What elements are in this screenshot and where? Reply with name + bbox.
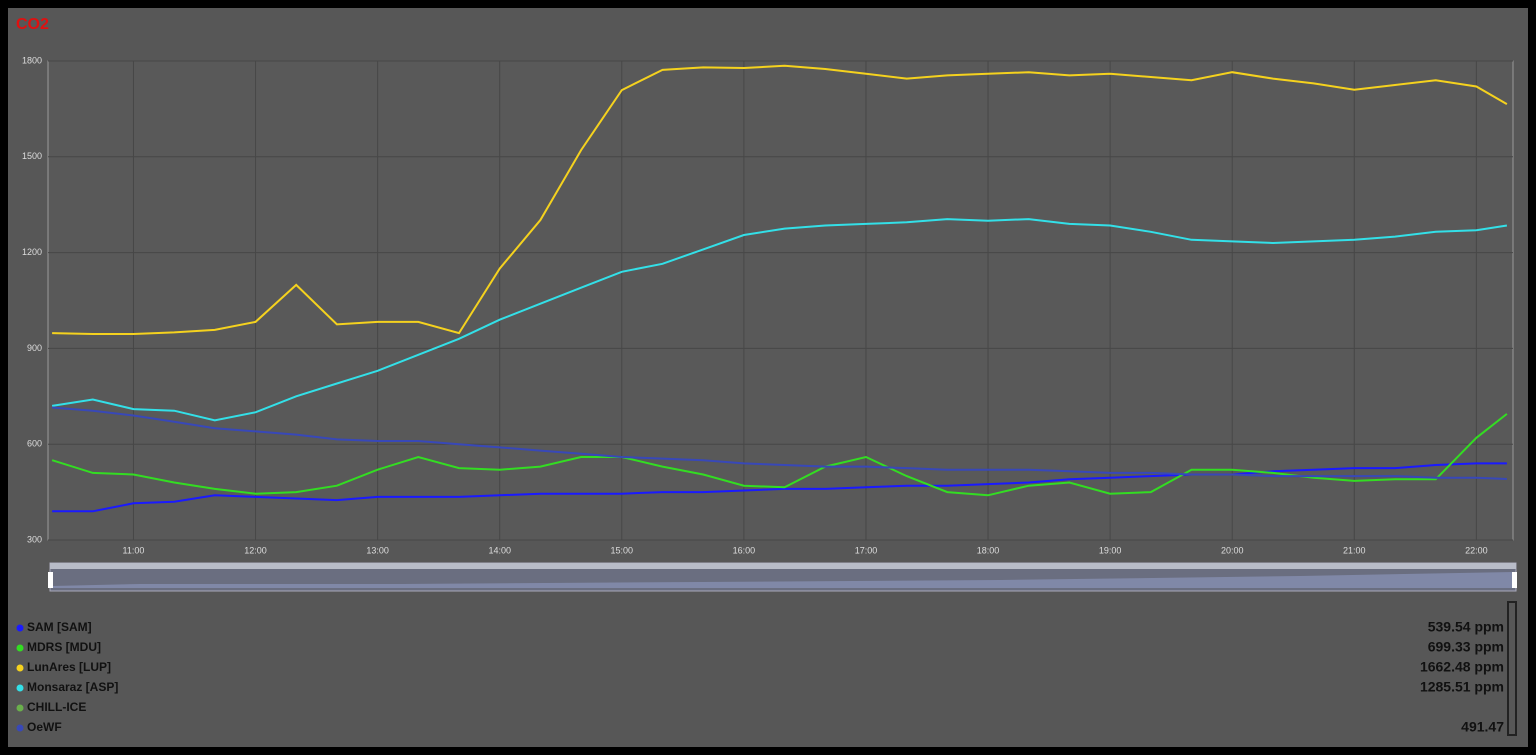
x-tick-label: 17:00 bbox=[855, 545, 878, 555]
legend-marker bbox=[16, 664, 24, 672]
y-tick-label: 300 bbox=[27, 534, 42, 544]
x-tick-label: 18:00 bbox=[977, 545, 1000, 555]
series-line bbox=[52, 64, 1508, 335]
latest-value: 491.47 bbox=[1461, 719, 1504, 735]
scrollbar[interactable] bbox=[1507, 601, 1517, 736]
navigator-bar[interactable] bbox=[50, 563, 1516, 569]
x-tick-label: 20:00 bbox=[1221, 545, 1244, 555]
legend-marker bbox=[16, 644, 24, 652]
legend-label[interactable]: Monsaraz [ASP] bbox=[27, 680, 118, 694]
legend-label[interactable]: SAM [SAM] bbox=[27, 620, 92, 634]
y-tick-label: 1500 bbox=[22, 151, 42, 161]
y-tick-label: 900 bbox=[27, 343, 42, 353]
x-tick-label: 15:00 bbox=[611, 545, 634, 555]
legend-label[interactable]: LunAres [LUP] bbox=[27, 660, 111, 674]
legend-label[interactable]: OeWF bbox=[27, 720, 62, 734]
plot-area bbox=[47, 60, 1514, 541]
legend-label[interactable]: MDRS [MDU] bbox=[27, 640, 101, 654]
y-tick-label: 600 bbox=[27, 439, 42, 449]
latest-value: 1662.48 ppm bbox=[1420, 659, 1504, 675]
x-tick-label: 22:00 bbox=[1465, 545, 1488, 555]
latest-value: 699.33 ppm bbox=[1428, 639, 1504, 655]
x-tick-label: 14:00 bbox=[488, 545, 511, 555]
navigator-handle[interactable] bbox=[1512, 572, 1517, 588]
grid bbox=[48, 60, 1513, 541]
legend-label[interactable]: CHILL-ICE bbox=[27, 700, 86, 714]
x-tick-label: 16:00 bbox=[733, 545, 756, 555]
legend-marker bbox=[16, 704, 24, 712]
series-line bbox=[51, 218, 1508, 422]
x-tick-label: 11:00 bbox=[123, 545, 145, 555]
legend-marker bbox=[16, 724, 24, 732]
x-tick-label: 13:00 bbox=[366, 545, 389, 555]
y-tick-label: 1800 bbox=[22, 55, 42, 65]
navigator-preview bbox=[52, 572, 1514, 588]
legend-marker bbox=[16, 624, 24, 632]
series-line bbox=[52, 406, 1507, 480]
y-tick-label: 1200 bbox=[22, 247, 42, 257]
navigator-handle[interactable] bbox=[48, 572, 53, 588]
legend-marker bbox=[16, 684, 24, 692]
chart-title: CO2 bbox=[16, 16, 49, 33]
series-line bbox=[51, 413, 1508, 497]
x-tick-label: 19:00 bbox=[1099, 545, 1122, 555]
x-tick-label: 21:00 bbox=[1343, 545, 1366, 555]
x-tick-label: 12:00 bbox=[244, 545, 267, 555]
latest-value: 1285.51 ppm bbox=[1420, 679, 1504, 695]
latest-value: 539.54 ppm bbox=[1428, 619, 1504, 635]
series-line bbox=[52, 462, 1507, 513]
